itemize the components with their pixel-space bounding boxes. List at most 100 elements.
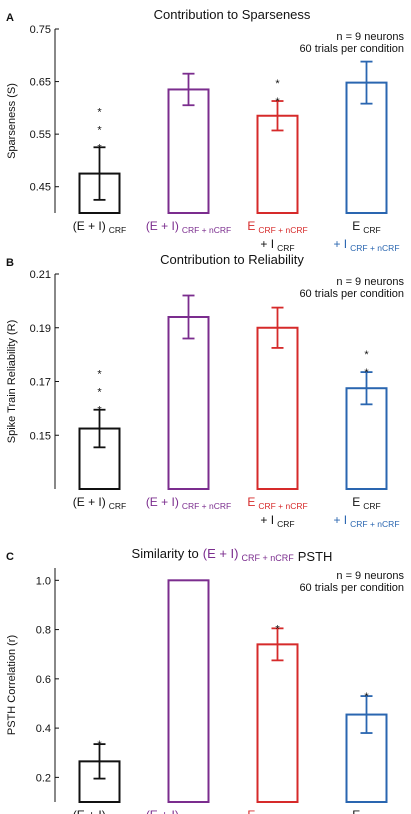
error-bar: [182, 294, 195, 340]
x-tick-label: + I CRF: [260, 513, 294, 529]
label-subscript: CRF + nCRF: [242, 553, 295, 563]
significance-star: *: [97, 405, 102, 417]
error-bar: [360, 371, 373, 406]
error-bar: [93, 146, 106, 201]
label-text: E: [247, 495, 255, 509]
label-text: (E + I): [73, 808, 106, 814]
panel-letter: B: [6, 257, 14, 269]
label-text: + I: [333, 513, 347, 527]
label-text: Contribution to Sparseness: [154, 7, 311, 22]
bar: [256, 114, 299, 214]
label-subscript: CRF + nCRF: [258, 225, 307, 235]
label-text: + I: [260, 513, 274, 527]
y-tick-label: 0.15: [30, 430, 51, 442]
y-tick-label: 0.17: [30, 377, 51, 389]
note: n = 9 neurons: [336, 31, 404, 43]
bar: [256, 326, 299, 490]
panel-letter: A: [6, 12, 14, 24]
label-subscript: CRF + nCRF: [258, 501, 307, 511]
y-axis-label: Spike Train Reliability (R): [6, 320, 18, 443]
bar: [167, 579, 210, 803]
label-subscript: CRF + nCRF: [350, 519, 399, 529]
error-bar: [360, 695, 373, 734]
error-bar: [93, 743, 106, 780]
chart-title: Contribution to Reliability: [160, 252, 304, 267]
label-text: E: [352, 495, 360, 509]
y-tick-label: 1.0: [36, 575, 51, 587]
x-tick-label: (E + I)CRF: [73, 219, 127, 235]
error-bar: [271, 100, 284, 132]
significance-star: *: [97, 142, 102, 154]
bar: [167, 316, 210, 490]
label-text: Contribution to Reliability: [160, 252, 304, 267]
significance-star: *: [97, 369, 102, 381]
error-bar: [271, 627, 284, 662]
label-subscript: CRF: [109, 225, 126, 235]
y-tick-label: 0.75: [30, 24, 51, 36]
x-tick-label: + I CRF + nCRF: [333, 513, 399, 529]
note: 60 trials per condition: [299, 288, 404, 300]
label-subscript: CRF: [363, 225, 380, 235]
note: 60 trials per condition: [299, 43, 404, 55]
label-text: (E + I): [146, 808, 179, 814]
note: 60 trials per condition: [299, 582, 404, 594]
label-text: PSTH: [298, 549, 333, 564]
x-tick-label: (E + I)CRF + nCRF: [146, 808, 231, 814]
y-tick-label: 0.6: [36, 674, 51, 686]
significance-star: *: [364, 691, 369, 703]
error-bar: [271, 306, 284, 349]
x-tick-label: + I CRF: [260, 237, 294, 253]
label-text: E: [247, 808, 255, 814]
bar: [167, 88, 210, 214]
note: n = 9 neurons: [336, 570, 404, 582]
note: n = 9 neurons: [336, 276, 404, 288]
bar: [256, 643, 299, 804]
label-text: E: [247, 219, 255, 233]
label-text: (E + I): [146, 219, 179, 233]
label-subscript: CRF: [363, 501, 380, 511]
label-text: (E + I): [73, 219, 106, 233]
x-tick-label: (E + I)CRF: [73, 495, 127, 511]
y-tick-label: 0.8: [36, 625, 51, 637]
significance-star: *: [97, 739, 102, 751]
significance-star: *: [97, 106, 102, 118]
chart-title: Similarity to (E + I) CRF + nCRF PSTH: [132, 546, 333, 564]
significance-star: *: [275, 78, 280, 90]
y-tick-label: 0.2: [36, 772, 51, 784]
y-tick-label: 0.4: [36, 723, 51, 735]
significance-star: *: [97, 387, 102, 399]
y-tick-label: 0.21: [30, 269, 51, 281]
label-subscript: CRF + nCRF: [350, 243, 399, 253]
label-text: (E + I): [73, 495, 106, 509]
y-axis-label: Sparseness (S): [6, 83, 18, 159]
error-bar: [93, 408, 106, 449]
label-text: Similarity to: [132, 546, 199, 561]
y-tick-label: 0.55: [30, 129, 51, 141]
error-bar: [360, 60, 373, 105]
label-text: (E + I): [146, 495, 179, 509]
significance-star: *: [275, 623, 280, 635]
x-tick-label: (E + I)CRF: [73, 808, 127, 814]
significance-star: *: [275, 96, 280, 108]
x-tick-label: (E + I)CRF + nCRF: [146, 495, 231, 511]
error-bar: [182, 72, 195, 107]
label-subscript: CRF: [277, 519, 294, 529]
x-tick-label: + I CRF + nCRF: [333, 237, 399, 253]
y-tick-label: 0.65: [30, 77, 51, 89]
label-subscript: CRF + nCRF: [182, 225, 231, 235]
y-tick-label: 0.45: [30, 182, 51, 194]
significance-star: *: [97, 124, 102, 136]
significance-star: *: [364, 349, 369, 361]
chart-title: Contribution to Sparseness: [154, 7, 311, 22]
significance-star: *: [364, 367, 369, 379]
label-text: + I: [333, 237, 347, 251]
label-text: E: [352, 808, 360, 814]
label-subscript: CRF + nCRF: [182, 501, 231, 511]
y-tick-label: 0.19: [30, 323, 51, 335]
